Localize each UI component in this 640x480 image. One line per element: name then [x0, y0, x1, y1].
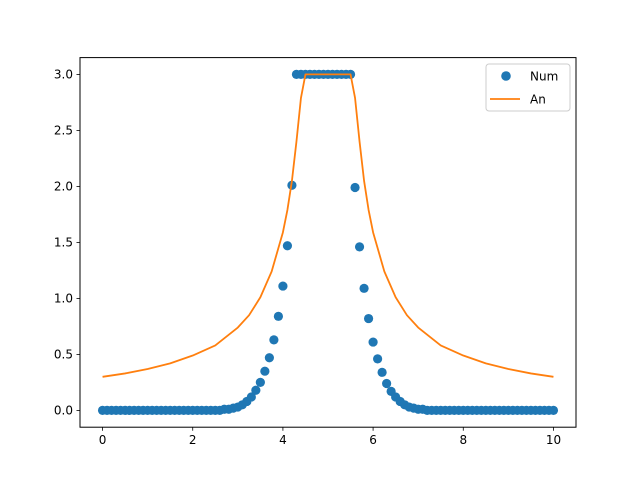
- y-tick-label: 3.0: [54, 68, 73, 82]
- legend-label-an: An: [530, 93, 546, 107]
- scatter-point-num: [255, 377, 265, 387]
- scatter-point-num: [368, 337, 378, 347]
- legend-marker-num: [501, 71, 511, 81]
- scatter-point-num: [548, 405, 559, 415]
- x-tick-label: 10: [546, 433, 561, 447]
- scatter-point-num: [350, 182, 360, 193]
- scatter-point-num: [363, 313, 374, 324]
- scatter-point-num: [282, 241, 293, 251]
- x-axis: 0 2 4 6 8 10: [99, 427, 561, 447]
- x-tick-label: 6: [369, 433, 377, 447]
- scatter-point-num: [373, 354, 383, 364]
- x-tick-label: 0: [99, 433, 107, 447]
- scatter-point-num: [273, 311, 283, 321]
- y-tick-label: 0.0: [54, 404, 73, 418]
- series-line-an: [102, 73, 554, 378]
- scatter-point-num: [264, 353, 274, 363]
- plot-area: [97, 69, 559, 415]
- scatter-point-num: [278, 281, 288, 291]
- y-tick-label: 1.5: [54, 236, 73, 250]
- scatter-point-num: [246, 392, 256, 402]
- scatter-point-num: [269, 335, 279, 345]
- y-tick-label: 0.5: [54, 348, 73, 362]
- scatter-point-num: [260, 366, 270, 376]
- legend: Num An: [485, 63, 571, 112]
- y-tick-label: 1.0: [54, 292, 73, 306]
- scatter-point-num: [377, 367, 387, 377]
- y-tick-label: 2.5: [54, 124, 73, 138]
- y-axis: 0.0 0.5 1.0 1.5 2.0 2.5 3.0: [54, 68, 80, 418]
- x-tick-label: 2: [189, 433, 197, 447]
- legend-label-num: Num: [530, 70, 558, 84]
- y-tick-label: 2.0: [54, 180, 73, 194]
- x-tick-label: 4: [279, 433, 287, 447]
- scatter-point-num: [251, 385, 261, 395]
- scatter-point-num: [359, 283, 369, 293]
- x-tick-label: 8: [459, 433, 467, 447]
- scatter-point-num: [354, 242, 365, 252]
- scatter-point-num: [382, 378, 392, 389]
